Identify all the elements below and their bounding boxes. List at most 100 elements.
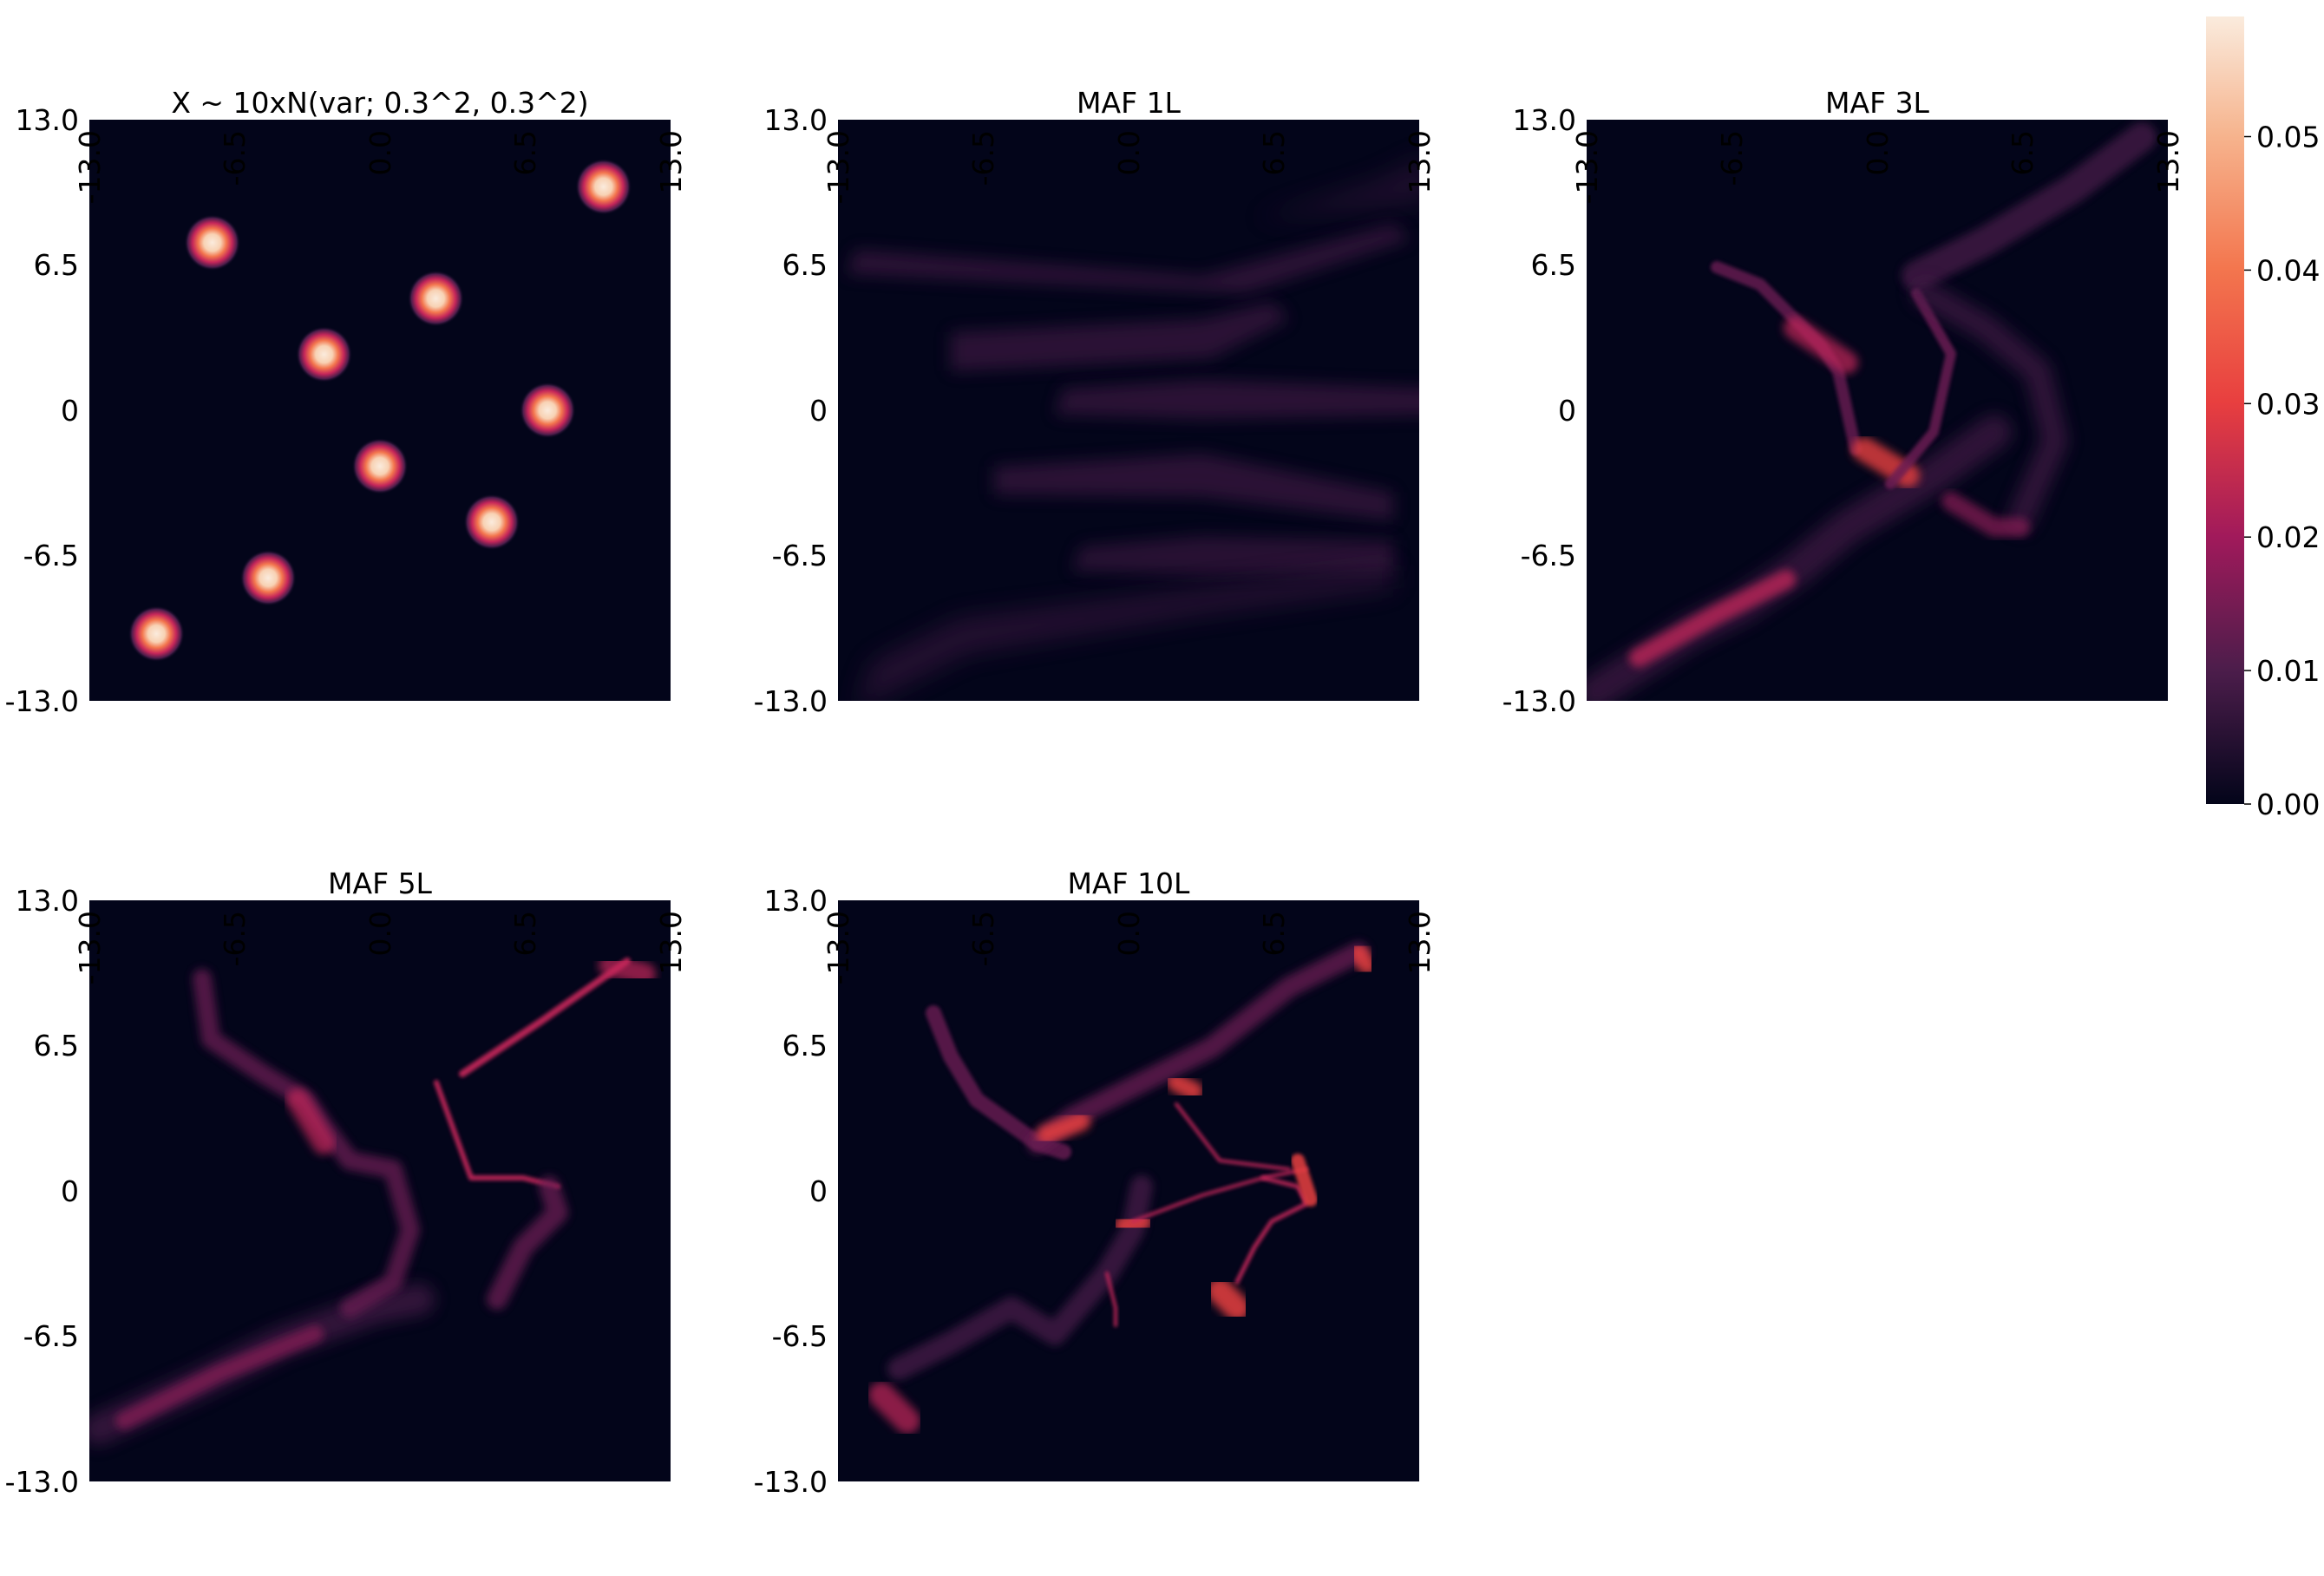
heatmap-background [838,900,1419,1481]
panel-maf-5l: MAF 5L 13.0 6.5 0 -6.5 -13.0 -13.0 -6.5 … [5,866,688,1499]
heatmap-background [1587,120,2168,701]
x-tick-labels: -13.0 -6.5 0.0 6.5 13.0 [1570,130,2185,204]
x-tick-labels: -13.0 -6.5 0.0 6.5 13.0 [822,911,1437,984]
panel-title: X ~ 10xN(var; 0.3^2, 0.3^2) [171,86,588,120]
x-tick-label: -6.5 [1715,130,1749,186]
y-tick-label: -13.0 [5,684,79,718]
x-tick-labels: -13.0 -6.5 0.0 6.5 13.0 [73,130,688,204]
y-tick-labels: 13.0 6.5 0 -6.5 -13.0 [754,884,828,1499]
y-tick-label: 6.5 [34,1029,79,1063]
x-tick-label: -13.0 [73,911,107,984]
y-tick-labels: 13.0 6.5 0 -6.5 -13.0 [5,884,79,1499]
panel-title: MAF 3L [1825,86,1930,120]
density-band [1072,536,1393,575]
panel-maf-1l: MAF 1L 13.0 6.5 0 -6.5 -13.0 -13.0 -6.5 … [754,86,1437,718]
density-ridge [286,1089,335,1154]
y-tick-labels: 13.0 6.5 0 -6.5 -13.0 [5,103,79,718]
x-tick-label: -13.0 [822,130,855,204]
x-tick-labels: -13.0 -6.5 0.0 6.5 13.0 [73,911,688,984]
y-tick-label: -6.5 [23,1319,79,1353]
y-tick-label: 0 [809,394,828,428]
mixture-mode [519,382,576,439]
y-tick-label: -13.0 [754,1465,828,1499]
panel-title: MAF 5L [328,866,433,900]
x-tick-labels: -13.0 -6.5 0.0 6.5 13.0 [822,130,1437,204]
y-tick-label: -6.5 [772,1319,828,1353]
density-ridge [1131,1167,1308,1223]
x-tick-label: 6.5 [508,911,542,956]
density-ridge [1629,570,1796,667]
mixture-mode [184,214,241,271]
panel-maf-10l: MAF 10L 13.0 6.5 0 -6.5 -13.0 -13.0 -6.5… [754,866,1437,1499]
x-tick-label: -6.5 [966,911,1000,966]
mixture-mode [351,437,409,494]
density-ridge [1105,1272,1117,1327]
density-ridge [1037,1112,1090,1144]
colorbar-gradient [2206,16,2244,804]
density-ridge [599,954,656,985]
colorbar-tick-label: 0.05 [2256,121,2320,154]
density-ridge [1902,122,2157,291]
x-tick-label: 6.5 [508,130,542,175]
mode-group [128,158,632,663]
x-tick-label: 13.0 [1403,130,1437,193]
panel-title: MAF 1L [1077,86,1182,120]
x-tick-label: 13.0 [1403,911,1437,974]
density-ridge [1912,280,2068,532]
y-tick-label: 6.5 [782,1029,828,1063]
y-tick-labels: 13.0 6.5 0 -6.5 -13.0 [754,103,828,718]
mixture-mode [296,326,353,383]
y-tick-label: 0 [1558,394,1576,428]
y-tick-label: 0 [61,394,79,428]
density-ridge [1207,1278,1250,1321]
density-ridge [868,1382,920,1434]
x-tick-label: 13.0 [654,130,688,193]
mixture-mode [128,605,185,663]
y-tick-labels: 13.0 6.5 0 -6.5 -13.0 [1502,103,1576,718]
y-tick-label: 0 [809,1174,828,1208]
mixture-mode [239,549,297,606]
x-tick-label: 0.0 [1112,130,1146,175]
y-tick-label: 13.0 [764,103,828,137]
density-ridge [1885,288,1956,489]
density-band [858,564,1393,701]
colorbar-tick-label: 0.02 [2256,520,2320,554]
x-tick-label: 6.5 [1257,911,1291,956]
mixture-mode [575,158,632,215]
y-tick-label: -13.0 [5,1465,79,1499]
y-tick-label: 6.5 [1531,248,1576,282]
x-tick-label: 13.0 [2151,130,2185,193]
y-tick-label: -13.0 [1502,684,1576,718]
density-ridge [1291,1154,1318,1207]
density-ridges [89,954,656,1445]
y-tick-label: 13.0 [16,884,79,918]
x-tick-label: 0.0 [363,911,397,956]
colorbar-tick-label: 0.04 [2256,253,2320,287]
x-tick-label: -6.5 [218,130,252,186]
y-tick-label: 0 [61,1174,79,1208]
colorbar-tick-label: 0.00 [2256,788,2320,821]
density-ridge [115,1325,324,1429]
x-tick-label: -13.0 [1570,130,1604,204]
colorbar-tick-label: 0.01 [2256,654,2320,688]
density-band [1055,380,1419,419]
y-tick-label: 6.5 [34,248,79,282]
density-ridge [1175,1102,1291,1171]
x-tick-label: -6.5 [218,911,252,966]
density-ridge [1234,1175,1309,1285]
density-ridges [1587,122,2157,701]
density-ridge [1167,1073,1203,1101]
x-tick-label: -13.0 [822,911,855,984]
colorbar: 0.00 0.01 0.02 0.03 0.04 0.05 [2206,16,2320,821]
density-bands [847,159,1419,701]
y-tick-label: -6.5 [23,539,79,572]
density-ridge [1114,1211,1152,1236]
density-band [847,224,1411,293]
panel-title: MAF 10L [1068,866,1191,900]
density-ridge [193,969,420,1318]
density-ridge [487,1176,568,1310]
y-tick-label: 13.0 [1513,103,1576,137]
x-tick-label: -13.0 [73,130,107,204]
x-tick-label: 13.0 [654,911,688,974]
